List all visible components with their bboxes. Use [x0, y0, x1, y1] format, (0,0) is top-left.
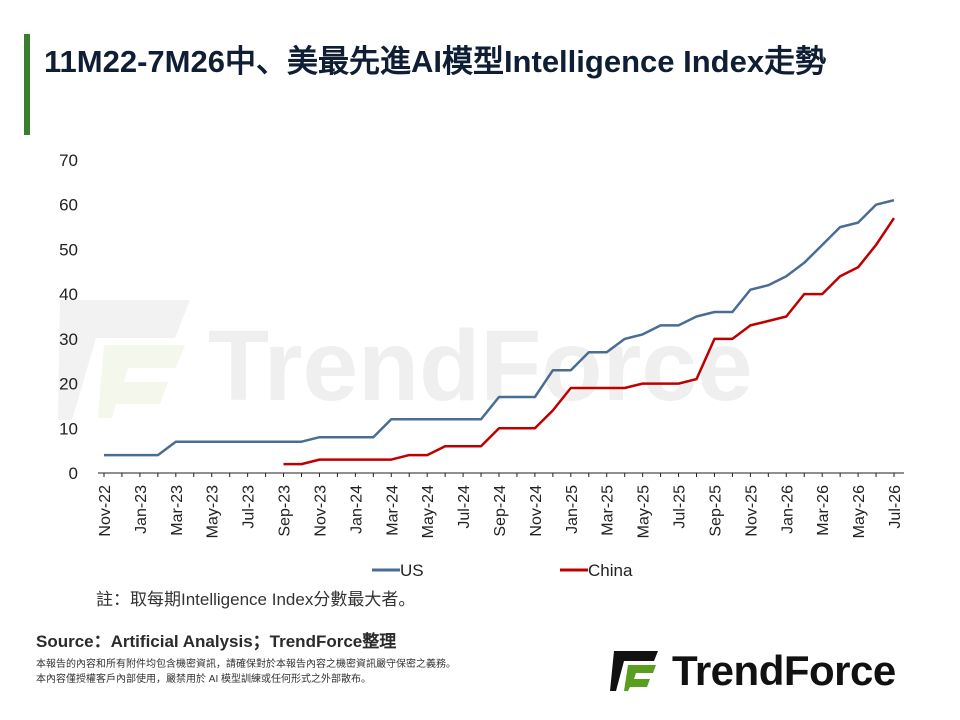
disclaimer-line: 本內容僅授權客戶內部使用，嚴禁用於 AI 模型訓練或任何形式之外部散布。 — [36, 674, 372, 685]
x-tick-label: Mar-24 — [384, 485, 401, 536]
y-tick-label: 60 — [59, 196, 78, 215]
trendforce-watermark: TrendForce — [58, 300, 753, 422]
y-tick-label: 50 — [59, 240, 78, 259]
x-tick-label: Jul-26 — [887, 485, 904, 529]
watermark-text: TrendForce — [208, 310, 753, 422]
y-tick-label: 10 — [59, 419, 78, 438]
x-tick-label: Sep-24 — [492, 485, 509, 537]
x-tick-label: Jan-26 — [779, 485, 796, 534]
y-tick-label: 0 — [69, 464, 78, 483]
series-line-china — [283, 217, 896, 466]
source-line: Source：Artificial Analysis；TrendForce整理 — [36, 632, 397, 651]
trendforce-logo-mark-icon — [610, 651, 658, 691]
x-tick-label: May-23 — [205, 485, 222, 538]
x-tick-label: Nov-22 — [97, 485, 114, 537]
x-tick-label: Jul-24 — [456, 485, 473, 529]
x-tick-label: Sep-25 — [707, 485, 724, 537]
y-tick-label: 20 — [59, 375, 78, 394]
x-tick-label: Nov-24 — [528, 485, 545, 537]
x-tick-label: Mar-25 — [600, 485, 617, 536]
x-tick-label: Jan-23 — [133, 485, 150, 534]
x-tick-label: May-24 — [420, 485, 437, 538]
x-tick-label: Jan-25 — [564, 485, 581, 534]
x-tick-label: Mar-26 — [815, 485, 832, 536]
legend-label-us: US — [400, 561, 424, 580]
x-tick-label: Jan-24 — [348, 485, 365, 534]
x-tick-label: Jul-25 — [672, 485, 689, 529]
x-tick-label: Mar-23 — [169, 485, 186, 536]
watermark-mark-shape — [58, 300, 190, 420]
x-tick-label: Nov-25 — [743, 485, 760, 537]
disclaimer-line: 本報告的內容和所有附件均包含機密資訊，請確保對於本報告內容之機密資訊嚴守保密之義… — [36, 659, 456, 670]
y-tick-label: 70 — [59, 151, 78, 170]
series-line-us — [104, 198, 895, 457]
disclaimer: 本報告的內容和所有附件均包含機密資訊，請確保對於本報告內容之機密資訊嚴守保密之義… — [36, 657, 456, 687]
trendforce-logo: TrendForce — [610, 645, 940, 697]
y-tick-label: 30 — [59, 330, 78, 349]
chart-axes: 0 10 20 30 40 50 60 70 Nov-22 Jan-23 Mar-23 May-23 J… — [59, 151, 904, 538]
chart-note: 註：取每期Intelligence Index分數最大者。 — [96, 590, 416, 609]
trendforce-logo-text: TrendForce — [672, 647, 896, 694]
x-tick-label: May-25 — [636, 485, 653, 538]
x-tick-label: Nov-23 — [312, 485, 329, 537]
legend-label-china: China — [588, 561, 633, 580]
x-tick-label: Jul-23 — [241, 485, 258, 529]
chart-series — [104, 198, 896, 466]
title-accent-bar — [24, 34, 30, 135]
watermark-mark-shape — [98, 345, 185, 418]
chart-legend: US China — [372, 561, 633, 580]
y-tick-label: 40 — [59, 285, 78, 304]
page-title: 11M22-7M26中、美最先進AI模型Intelligence Index走勢 — [44, 44, 827, 79]
x-tick-label: May-26 — [851, 485, 868, 538]
x-tick-label: Sep-23 — [277, 485, 294, 537]
